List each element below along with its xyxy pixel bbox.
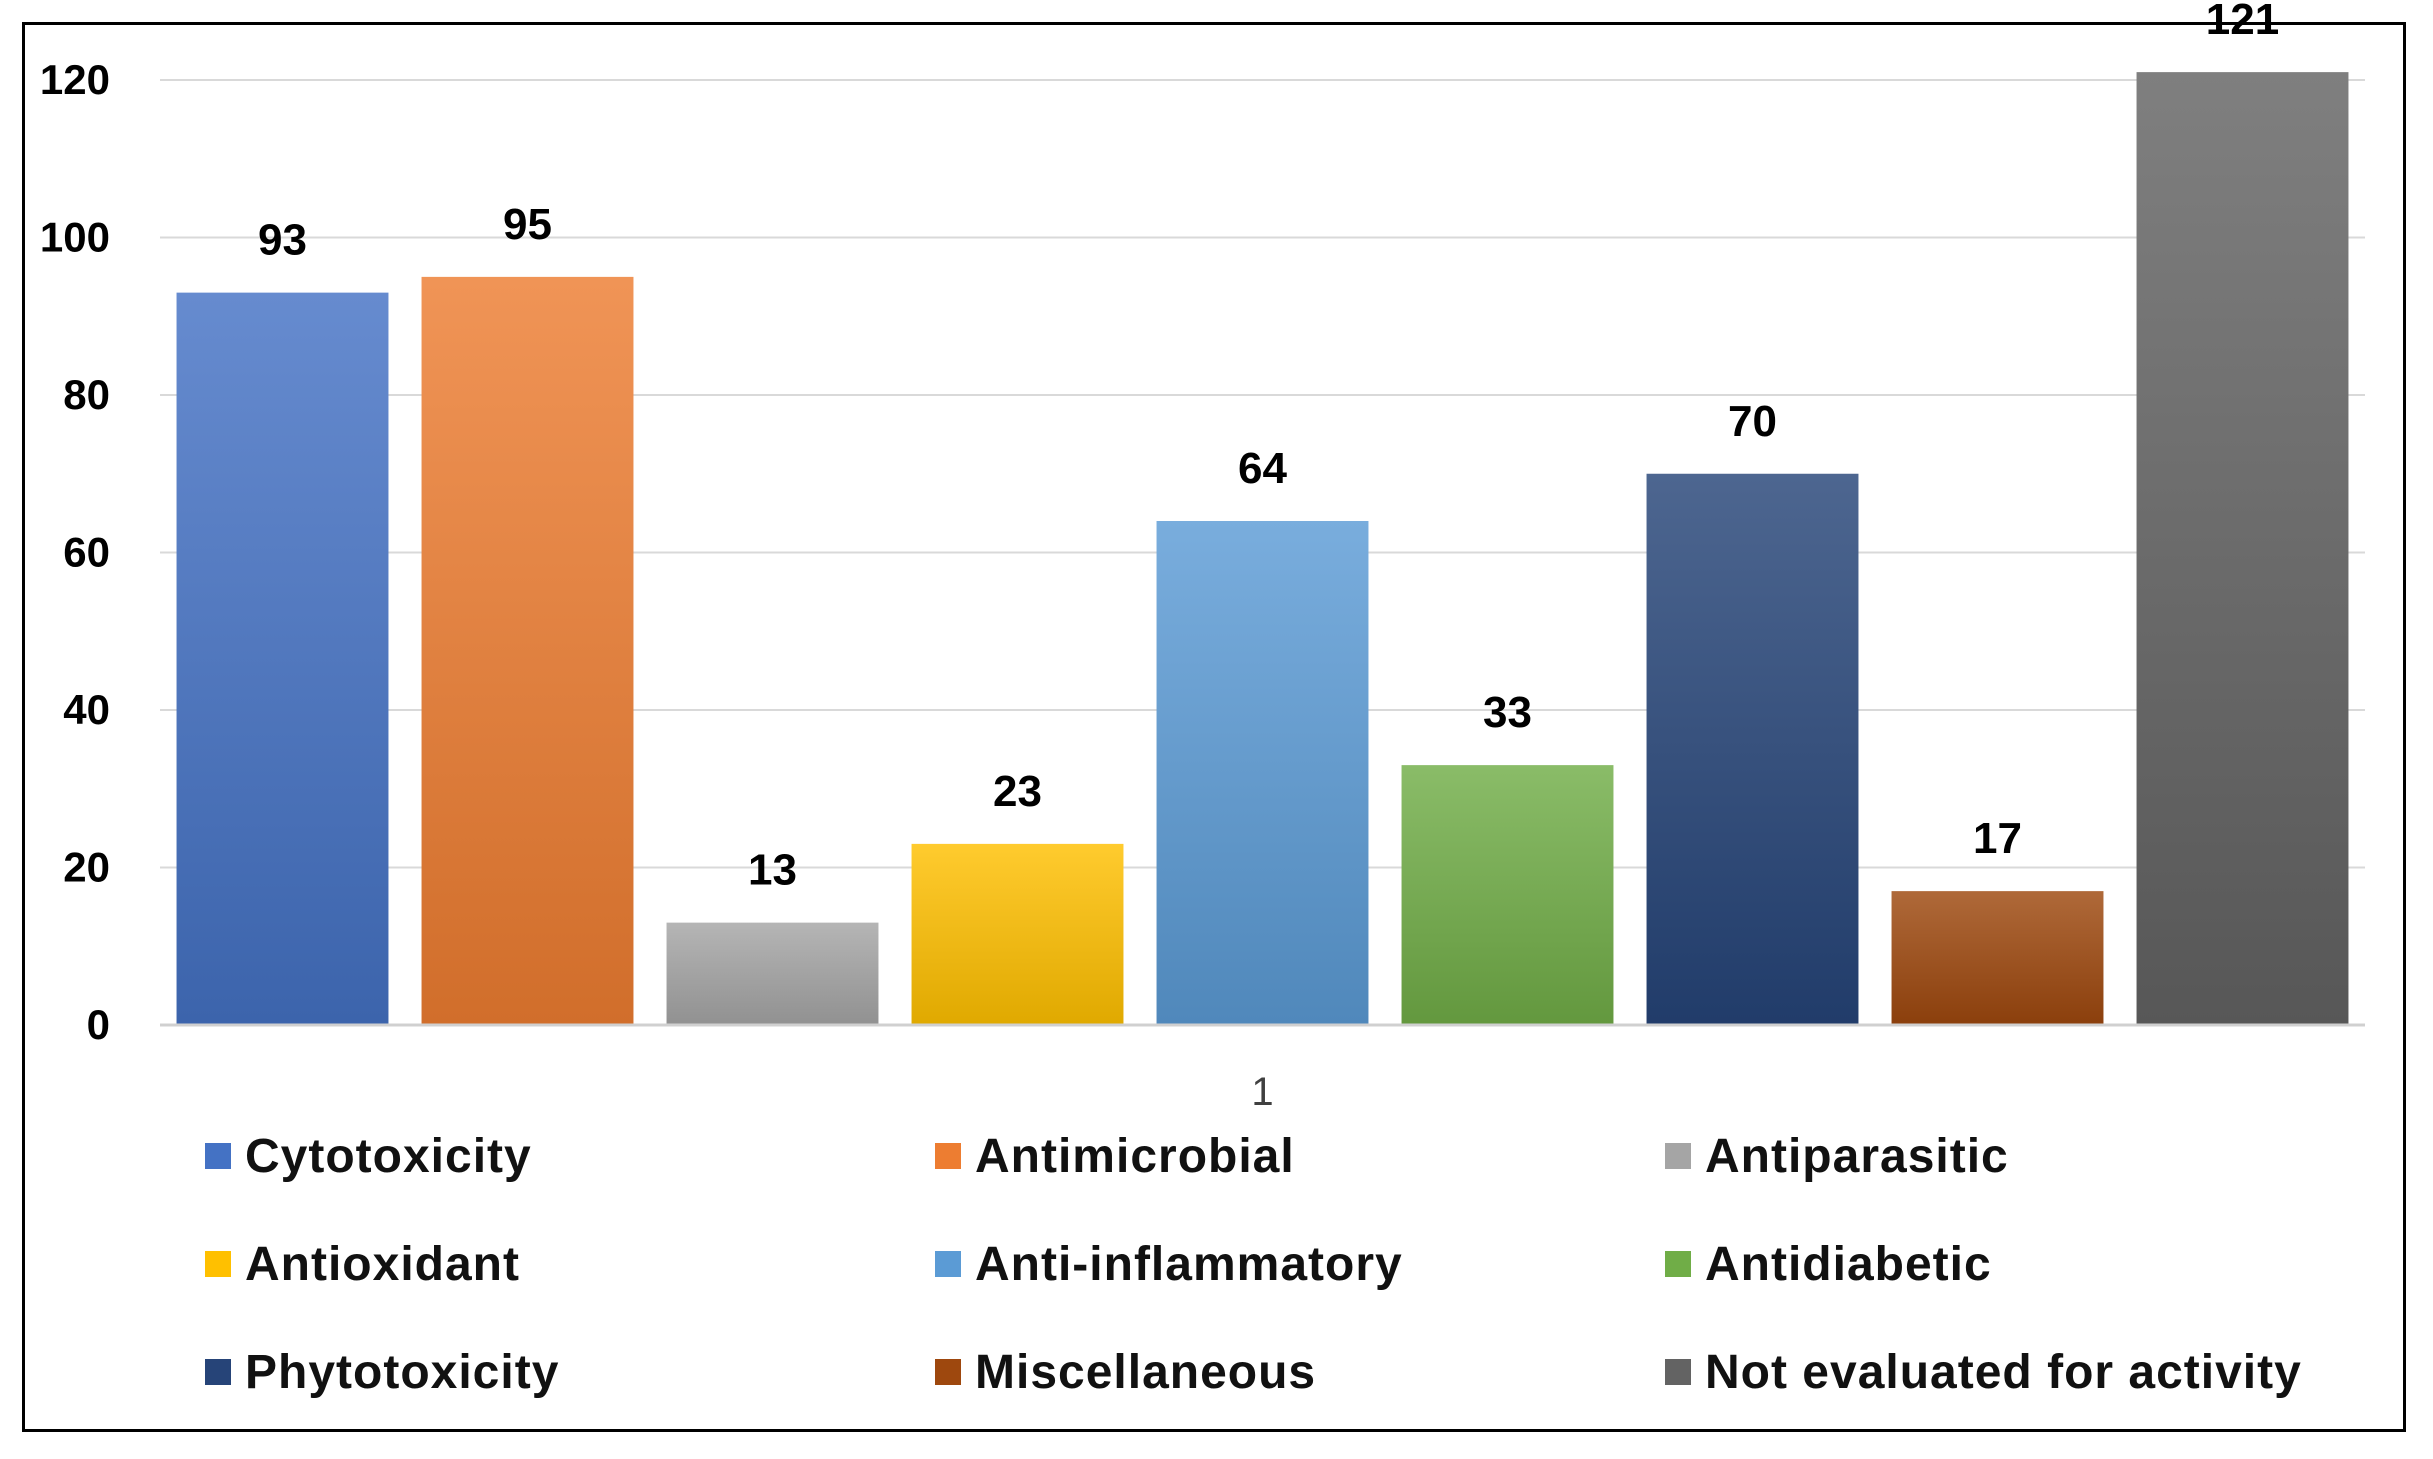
bar-antiparasitic [666, 922, 879, 1025]
bar-antidiabetic [1401, 765, 1614, 1025]
legend-label: Miscellaneous [975, 1345, 1317, 1399]
legend-swatch [1665, 1251, 1691, 1277]
data-label: 93 [258, 216, 307, 265]
legend-item: Antioxidant [205, 1237, 935, 1291]
bar-antioxidant [911, 843, 1124, 1025]
legend-swatch [205, 1143, 231, 1169]
y-tick-label: 40 [63, 686, 110, 733]
legend-label: Cytotoxicity [245, 1129, 532, 1183]
bar-antimicrobial [421, 276, 634, 1025]
bar-anti-inflammatory [1156, 521, 1369, 1025]
data-label: 23 [993, 767, 1042, 816]
legend-label: Antiparasitic [1705, 1129, 2009, 1183]
legend-swatch [1665, 1143, 1691, 1169]
bar-not-evaluated-for-activity [2136, 72, 2349, 1025]
data-label: 70 [1728, 397, 1777, 446]
legend: Cytotoxicity Antimicrobial Antiparasitic An… [205, 1129, 2355, 1399]
y-tick-label: 60 [63, 529, 110, 576]
legend-item: Antiparasitic [1665, 1129, 2355, 1183]
legend-swatch [1665, 1359, 1691, 1385]
x-category-label: 1 [1251, 1070, 1273, 1114]
legend-item: Cytotoxicity [205, 1129, 935, 1183]
bar-cytotoxicity [176, 292, 389, 1025]
legend-label: Phytotoxicity [245, 1345, 560, 1399]
bar-phytotoxicity [1646, 473, 1859, 1025]
legend-item: Miscellaneous [935, 1345, 1665, 1399]
y-tick-label: 80 [63, 371, 110, 418]
legend-item: Not evaluated for activity [1665, 1345, 2355, 1399]
data-label: 33 [1483, 688, 1532, 737]
legend-label: Anti-inflammatory [975, 1237, 1403, 1291]
legend-label: Antimicrobial [975, 1129, 1295, 1183]
data-labels: 93 95 13 23 64 33 70 17 121 [258, 0, 2279, 895]
data-label: 13 [748, 846, 797, 895]
legend-item: Antimicrobial [935, 1129, 1665, 1183]
legend-swatch [935, 1143, 961, 1169]
y-tick-label: 0 [87, 1001, 110, 1048]
legend-item: Phytotoxicity [205, 1345, 935, 1399]
data-label: 17 [1973, 814, 2022, 863]
data-label: 64 [1238, 444, 1287, 493]
bar-miscellaneous [1891, 891, 2104, 1025]
y-tick-label: 20 [63, 844, 110, 891]
legend-item: Anti-inflammatory [935, 1237, 1665, 1291]
legend-item: Antidiabetic [1665, 1237, 2355, 1291]
legend-label: Antioxidant [245, 1237, 520, 1291]
bars [176, 72, 2349, 1025]
data-label: 95 [503, 200, 552, 249]
data-label: 121 [2206, 0, 2279, 44]
y-tick-label: 120 [40, 56, 110, 103]
legend-swatch [935, 1359, 961, 1385]
y-tick-label: 100 [40, 214, 110, 261]
legend-swatch [205, 1251, 231, 1277]
legend-label: Not evaluated for activity [1705, 1345, 2302, 1399]
legend-swatch [205, 1359, 231, 1385]
y-axis-ticks: 0 20 40 60 80 100 120 [40, 56, 110, 1048]
legend-swatch [935, 1251, 961, 1277]
legend-label: Antidiabetic [1705, 1237, 1992, 1291]
